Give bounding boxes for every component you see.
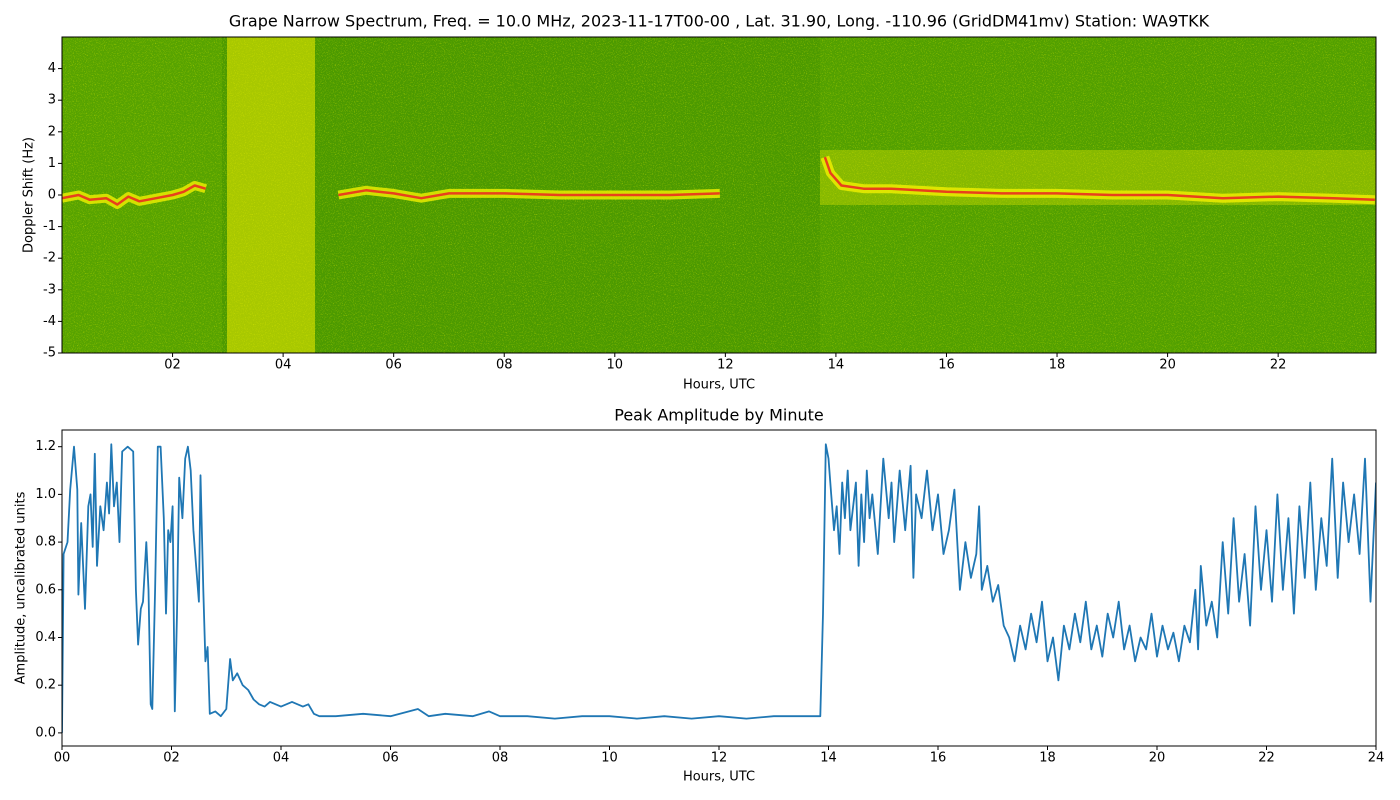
x-axis-label: Hours, UTC: [683, 378, 755, 393]
y-tick-label: 1: [48, 156, 56, 171]
plot: [62, 443, 1376, 733]
x-tick-label: 12: [717, 358, 734, 373]
x-tick-label: 14: [820, 751, 837, 766]
x-tick-label: 02: [163, 751, 180, 766]
y-axis-label: Amplitude, uncalibrated units: [14, 491, 29, 684]
x-tick-label: 10: [601, 751, 618, 766]
y-tick-label: -5: [43, 346, 56, 361]
x-tick-label: 18: [1039, 751, 1056, 766]
x-tick-label: 22: [1258, 751, 1275, 766]
x-tick-label: 20: [1159, 358, 1176, 373]
y-tick-label: 4: [48, 61, 56, 76]
y-tick-label: 0.4: [35, 630, 56, 645]
chart-title: Peak Amplitude by Minute: [614, 406, 824, 425]
chart-title: Grape Narrow Spectrum, Freq. = 10.0 MHz,…: [229, 12, 1210, 31]
x-tick-label: 18: [1049, 358, 1066, 373]
x-tick-label: 04: [273, 751, 290, 766]
x-tick-label: 08: [496, 358, 513, 373]
y-tick-label: -3: [43, 282, 56, 297]
doppler-trace: [62, 156, 1375, 206]
y-tick-label: 0.0: [35, 725, 56, 740]
y-tick-label: 2: [48, 124, 56, 139]
y-tick-label: 0: [48, 188, 56, 203]
x-tick-label: 14: [828, 358, 845, 373]
y-tick-label: 3: [48, 93, 56, 108]
y-tick-label: -4: [43, 314, 56, 329]
y-axis-label: Doppler Shift (Hz): [22, 137, 37, 253]
x-tick-label: 20: [1149, 751, 1166, 766]
x-tick-label: 16: [938, 358, 955, 373]
x-tick-label: 06: [385, 358, 402, 373]
plot: [62, 155, 1376, 209]
x-tick-label: 24: [1368, 751, 1385, 766]
y-tick-label: 0.2: [35, 678, 56, 693]
amplitude-line: [62, 443, 1376, 733]
x-tick-label: 12: [711, 751, 728, 766]
x-tick-label: 04: [275, 358, 292, 373]
y-tick-label: -1: [43, 219, 56, 234]
plot-frame: [61, 429, 1377, 747]
y-tick-label: 0.6: [35, 582, 56, 597]
x-tick-label: 02: [164, 358, 181, 373]
x-tick-label: 16: [930, 751, 947, 766]
x-tick-label: 06: [382, 751, 399, 766]
y-tick-label: 1.2: [35, 439, 56, 454]
x-axis-label: Hours, UTC: [683, 770, 755, 785]
x-tick-label: 00: [54, 751, 71, 766]
x-tick-label: 22: [1270, 358, 1287, 373]
x-tick-label: 10: [607, 358, 624, 373]
y-tick-label: 1.0: [35, 487, 56, 502]
x-tick-label: 08: [492, 751, 509, 766]
y-tick-label: -2: [43, 251, 56, 266]
y-tick-label: 0.8: [35, 535, 56, 550]
